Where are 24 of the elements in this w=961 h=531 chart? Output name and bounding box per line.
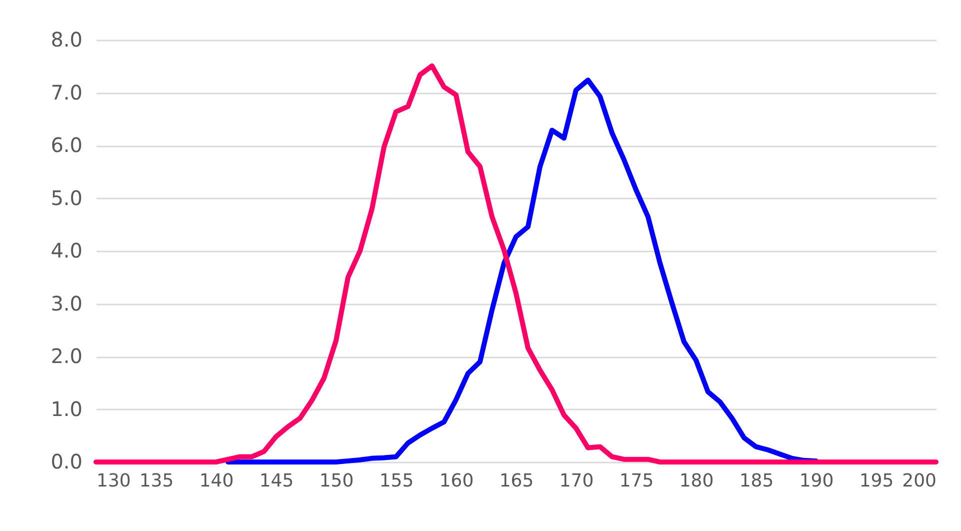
y-tick-label: 4.0 <box>50 238 82 262</box>
x-tick-label: 155 <box>379 470 414 492</box>
x-tick-label: 165 <box>499 470 534 492</box>
x-tick-label: 175 <box>619 470 654 492</box>
y-tick-label: 1.0 <box>50 396 82 421</box>
x-tick-label: 180 <box>679 470 714 492</box>
x-tick-label: 195 <box>859 470 894 492</box>
x-tick-label: 145 <box>259 470 294 492</box>
y-tick-label: 8.0 <box>50 28 82 52</box>
x-tick-label: 135 <box>139 470 174 492</box>
y-tick-label: 3.0 <box>50 291 82 316</box>
y-tick-label: 6.0 <box>50 133 82 157</box>
x-tick-label: 140 <box>199 470 234 492</box>
y-tick-label: 5.0 <box>50 186 82 210</box>
x-tick-label: 200 <box>902 470 936 492</box>
y-tick-label: 7.0 <box>50 80 82 104</box>
x-tick-label: 190 <box>799 470 834 492</box>
x-tick-label: 150 <box>319 470 354 492</box>
x-tick-label: 185 <box>739 470 774 492</box>
x-tick-label: 130 <box>96 470 131 492</box>
x-tick-label: 160 <box>439 470 474 492</box>
x-tick-label: 170 <box>559 470 594 492</box>
y-tick-label: 0.0 <box>50 450 82 474</box>
y-tick-label: 2.0 <box>50 344 82 368</box>
